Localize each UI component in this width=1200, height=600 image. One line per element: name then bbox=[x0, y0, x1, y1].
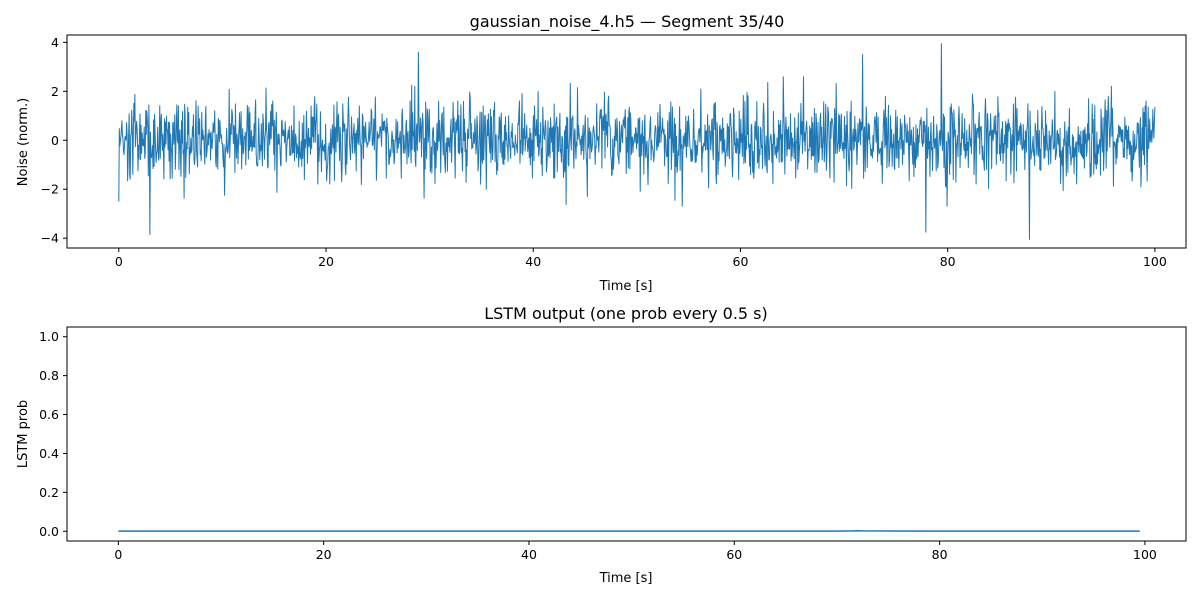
lstm-subplot: LSTM output (one prob every 0.5 s) 0 20 40… bbox=[16, 304, 1187, 586]
noise-y-tick-label-3: 2 bbox=[51, 84, 59, 99]
lstm-y-axis-ticks: 0.0 0.2 0.4 0.6 0.8 1.0 bbox=[39, 329, 67, 539]
noise-series-line bbox=[118, 43, 1156, 240]
noise-plot-frame bbox=[66, 34, 1187, 249]
noise-subplot: gaussian_noise_4.h5 — Segment 35/40 0 20 4… bbox=[16, 12, 1187, 294]
lstm-y-tick-label-5: 1.0 bbox=[39, 329, 59, 344]
lstm-x-axis-ticks: 0 20 40 60 80 100 bbox=[114, 541, 1157, 562]
lstm-x-tick-label-20: 20 bbox=[316, 547, 332, 562]
noise-series-group bbox=[118, 43, 1156, 240]
noise-x-tick-label-100: 100 bbox=[1143, 254, 1167, 269]
lstm-y-tick-label-4: 0.8 bbox=[39, 368, 59, 383]
noise-x-tick-label-0: 0 bbox=[115, 254, 123, 269]
noise-x-tick-label-20: 20 bbox=[318, 254, 334, 269]
lstm-y-tick-label-0: 0.0 bbox=[39, 524, 59, 539]
noise-plot-title: gaussian_noise_4.h5 — Segment 35/40 bbox=[470, 12, 785, 32]
lstm-plot-frame bbox=[66, 326, 1187, 542]
noise-y-tick-label-1: −2 bbox=[41, 182, 59, 197]
noise-y-axis-ticks: −4 −2 0 2 4 bbox=[41, 35, 67, 246]
lstm-y-tick-label-2: 0.4 bbox=[39, 446, 59, 461]
noise-y-tick-label-4: 4 bbox=[51, 35, 59, 50]
lstm-x-tick-label-40: 40 bbox=[521, 547, 537, 562]
noise-y-tick-label-0: −4 bbox=[41, 231, 59, 246]
lstm-x-tick-label-80: 80 bbox=[932, 547, 948, 562]
lstm-y-axis-label: LSTM prob bbox=[16, 400, 31, 468]
noise-x-axis-label: Time [s] bbox=[599, 279, 653, 294]
lstm-y-tick-label-3: 0.6 bbox=[39, 407, 59, 422]
noise-y-tick-label-2: 0 bbox=[51, 133, 59, 148]
lstm-y-tick-label-1: 0.2 bbox=[39, 485, 59, 500]
noise-x-tick-label-60: 60 bbox=[733, 254, 749, 269]
noise-y-axis-label: Noise (norm.) bbox=[16, 98, 31, 186]
lstm-x-axis-label: Time [s] bbox=[599, 571, 653, 586]
noise-x-axis-ticks: 0 20 40 60 80 100 bbox=[115, 248, 1167, 269]
lstm-x-tick-label-0: 0 bbox=[114, 547, 122, 562]
noise-x-tick-label-80: 80 bbox=[940, 254, 956, 269]
noise-x-tick-label-40: 40 bbox=[525, 254, 541, 269]
lstm-x-tick-label-60: 60 bbox=[726, 547, 742, 562]
lstm-plot-title: LSTM output (one prob every 0.5 s) bbox=[484, 304, 768, 323]
lstm-x-tick-label-100: 100 bbox=[1133, 547, 1157, 562]
